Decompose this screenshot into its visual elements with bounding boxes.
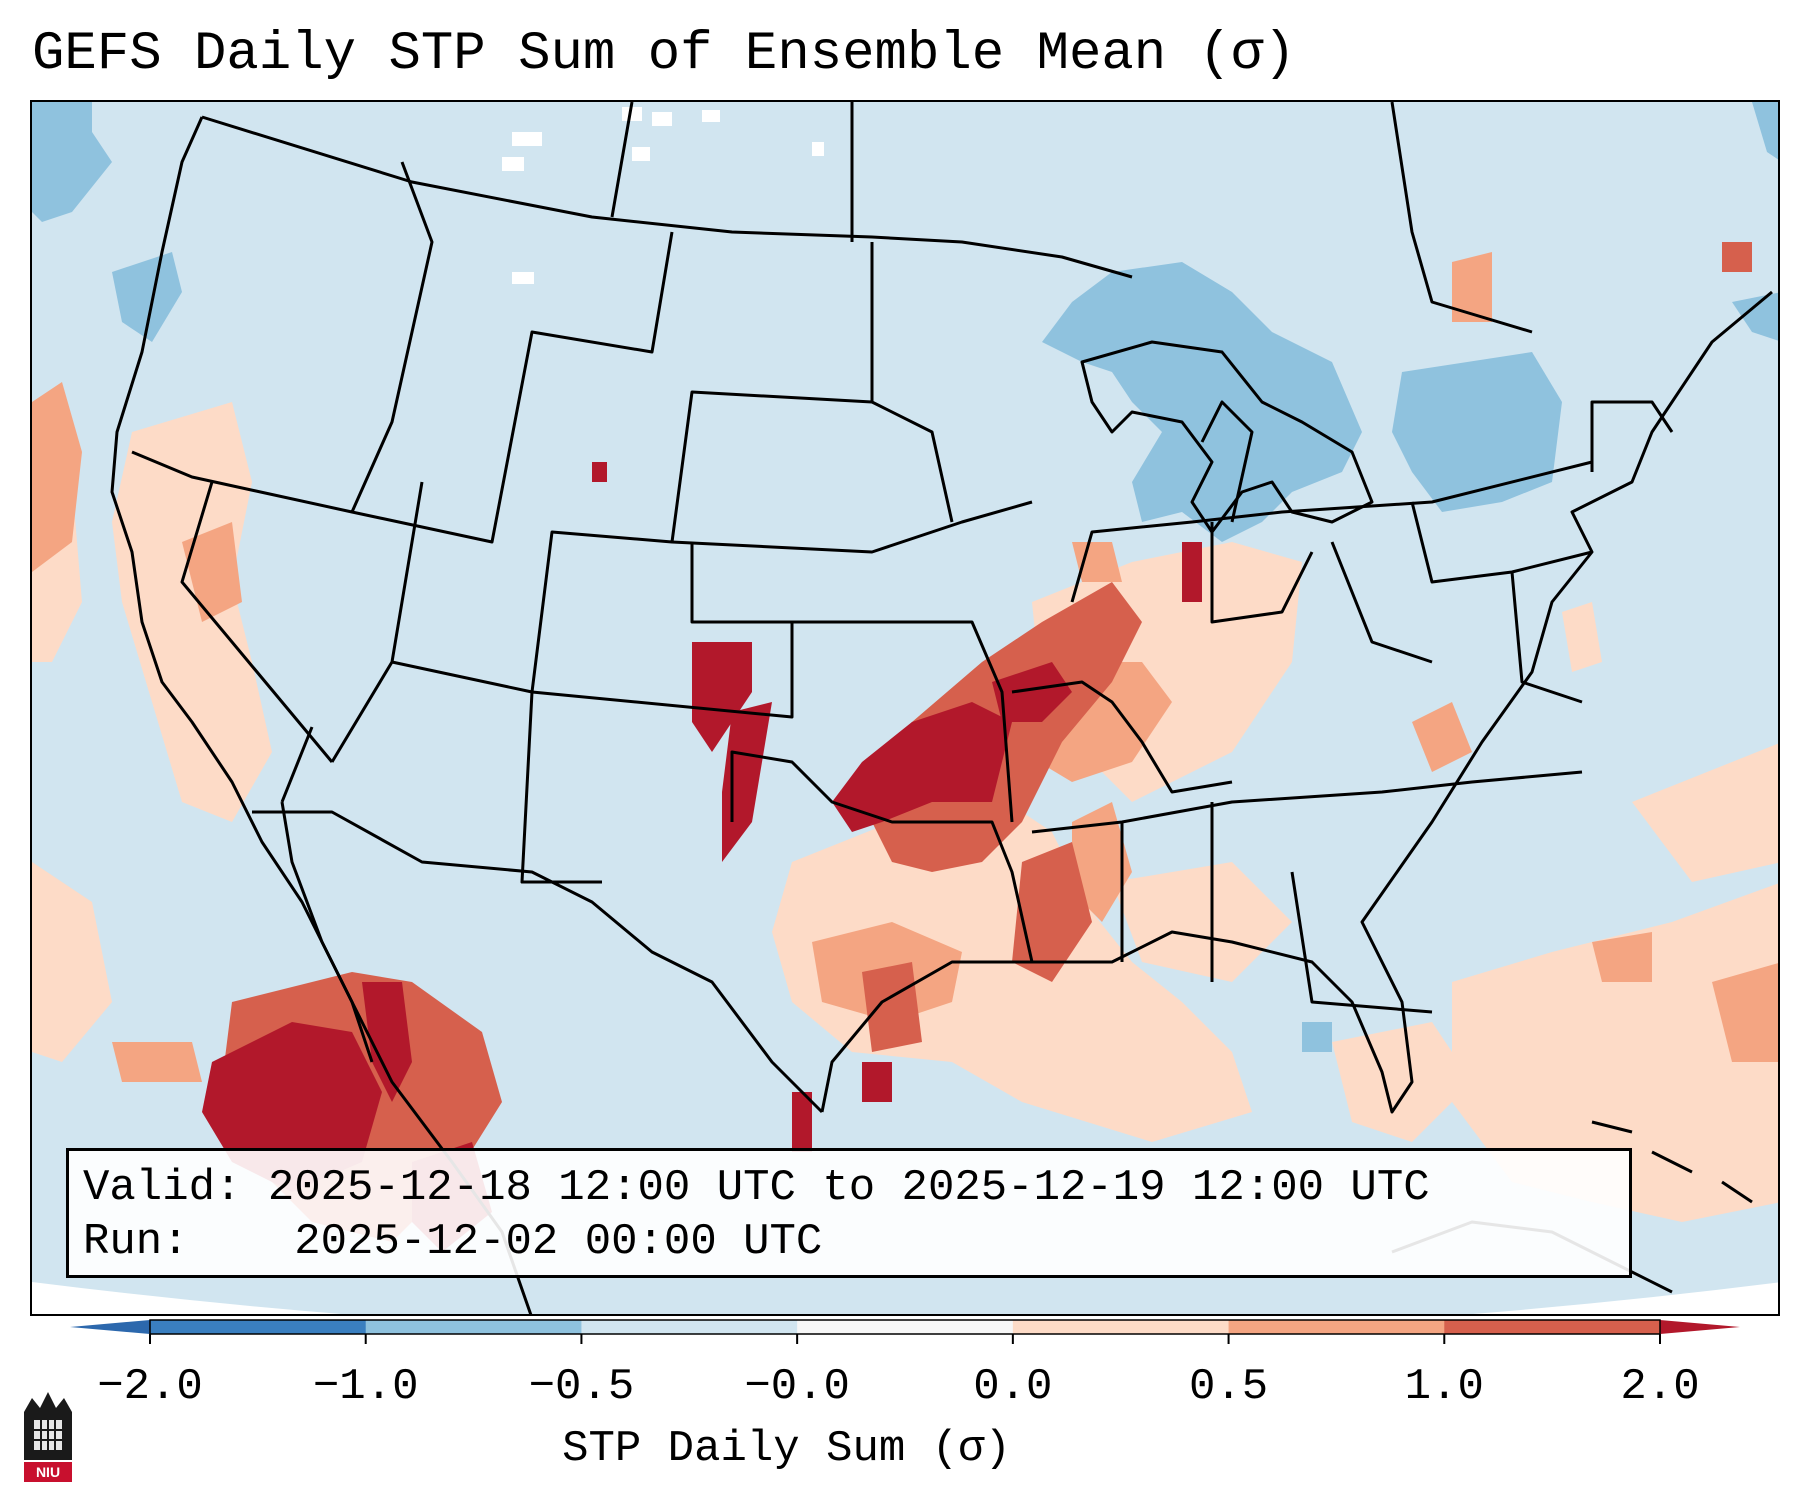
niu-logo-text: NIU <box>36 1464 60 1480</box>
colorbar <box>70 1319 1740 1344</box>
colorbar-tick-label: 0.0 <box>973 1362 1053 1412</box>
colorbar-tick-label: −0.5 <box>528 1362 635 1412</box>
colorbar-bin <box>1228 1320 1445 1334</box>
colorbar-bin <box>1444 1320 1661 1334</box>
colorbar-bin <box>1012 1320 1230 1334</box>
neutral-patches <box>502 107 824 284</box>
chart-title: GEFS Daily STP Sum of Ensemble Mean (σ) <box>32 24 1296 85</box>
colorbar-tick-label: −1.0 <box>312 1362 419 1412</box>
valid-label: Valid: <box>83 1163 242 1213</box>
us-mexico-border <box>252 810 824 1114</box>
colorbar-tick-label: 0.5 <box>1188 1362 1269 1412</box>
run-value: 2025-12-02 00:00 UTC <box>294 1217 823 1267</box>
baja-coastline <box>280 801 374 1063</box>
colorbar-bins <box>150 1320 1661 1334</box>
colorbar-label: STP Daily Sum (σ) <box>0 1424 1803 1474</box>
colorbar-bin <box>365 1320 582 1334</box>
colorbar-bin <box>150 1320 367 1334</box>
niu-logo: NIU <box>24 1392 72 1482</box>
pacific-coastline <box>110 116 533 1314</box>
colorbar-tick-label: 1.0 <box>1404 1362 1484 1412</box>
valid-value: 2025-12-18 12:00 UTC to 2025-12-19 12:00… <box>267 1163 1430 1213</box>
colorbar-tick-label: −2.0 <box>97 1362 203 1412</box>
valid-run-box: Valid: 2025-12-18 12:00 UTC to 2025-12-1… <box>66 1148 1632 1278</box>
map-svg <box>32 102 1778 1314</box>
colorbar-bin <box>581 1320 798 1334</box>
colorbar-bin <box>797 1320 1014 1334</box>
great-lakes-outline <box>1080 340 1374 534</box>
canada-inner-borders <box>610 102 1533 334</box>
colorbar-ticks <box>149 1334 1661 1344</box>
colorbar-extend-low <box>70 1320 150 1334</box>
map-panel <box>30 100 1780 1316</box>
colorbar-extend-high <box>1660 1320 1740 1334</box>
colorbar-label-text: STP Daily Sum (σ) <box>562 1424 1011 1474</box>
colorbar-tick-label: 2.0 <box>1620 1362 1700 1412</box>
colorbar-tick-label: −0.0 <box>744 1362 850 1412</box>
west-states <box>131 161 434 514</box>
colorbar-outline <box>149 1319 1661 1335</box>
us-canada-border <box>201 115 1133 279</box>
bahamas <box>1591 1120 1753 1204</box>
state-borders <box>110 102 1773 1314</box>
run-label: Run: <box>83 1217 189 1267</box>
